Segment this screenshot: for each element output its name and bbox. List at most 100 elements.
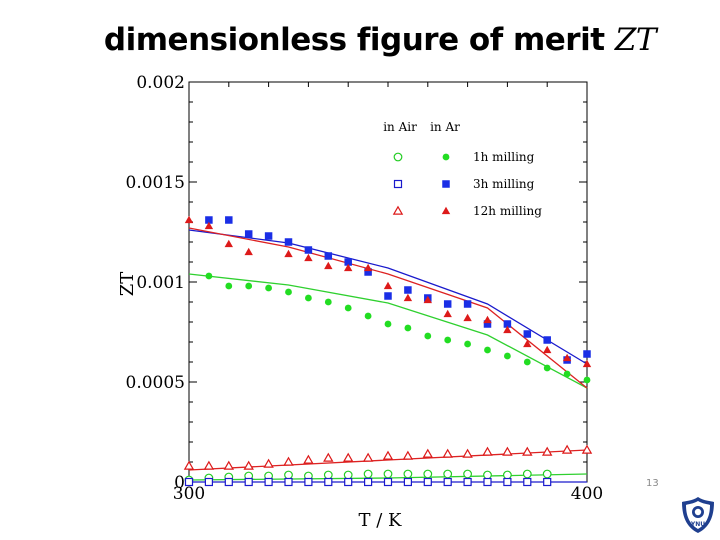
data-point-1h-milling-in-air [343,470,353,480]
data-point-1h-milling-in-air [383,469,393,479]
data-point-12h-milling-in-ar [244,247,253,256]
data-point-1h-milling-in-air [363,469,373,479]
data-point-12h-milling-in-ar [184,215,194,224]
data-point-12h-milling-in-ar [543,345,552,354]
data-point-1h-milling-in-ar [305,294,312,302]
data-point-3h-milling-in-ar [443,300,452,308]
y-axis-title: ZT [117,272,138,297]
data-point-12h-milling-in-ar [423,295,432,304]
data-point-3h-milling-in-air [184,477,194,487]
data-point-3h-milling-in-ar [284,238,293,246]
data-point-3h-milling-in-air [324,477,333,487]
data-point-3h-milling-in-air [364,477,373,487]
data-point-1h-milling-in-ar [245,282,253,290]
data-point-1h-milling-in-air [284,470,293,480]
data-point-3h-milling-in-air [443,477,452,487]
data-point-1h-milling-in-ar [324,298,332,306]
data-point-12h-milling-in-air [303,454,314,464]
legend-marker-ar [442,153,450,161]
data-point-12h-milling-in-air [502,446,513,456]
logo-text: YNU [690,521,705,528]
data-point-3h-milling-in-ar [463,300,472,308]
data-point-3h-milling-in-air [224,477,233,487]
y-tick-label: 0.002 [136,73,185,93]
data-point-3h-milling-in-ar [344,258,352,266]
data-point-12h-milling-in-air [362,452,374,462]
data-point-12h-milling-in-air [243,460,254,470]
data-point-3h-milling-in-air [284,477,293,487]
data-point-3h-milling-in-ar [304,246,313,254]
data-point-3h-milling-in-air [344,477,353,487]
data-point-12h-milling-in-ar [324,261,333,270]
data-point-3h-milling-in-ar [324,252,333,260]
data-point-12h-milling-in-ar [562,353,572,362]
data-point-12h-milling-in-ar [483,315,492,324]
y-tick-label: 0 [174,473,185,493]
x-tick-label: 400 [571,484,603,504]
y-tick-label: 0.0005 [126,373,185,393]
data-point-12h-milling-in-ar [463,313,472,322]
data-point-12h-milling-in-ar [582,359,592,368]
data-point-12h-milling-in-air [183,460,195,470]
data-point-1h-milling-in-ar [265,284,272,292]
data-point-1h-milling-in-air [463,469,473,479]
x-axis-title: T / K [359,510,403,531]
data-point-12h-milling-in-ar [523,339,532,348]
data-point-3h-milling-in-air [304,477,313,487]
legend-label: 12h milling [473,204,542,218]
data-point-12h-milling-in-air [462,448,473,458]
slide-title-text: dimensionless figure of merit [103,22,615,58]
data-point-1h-milling-in-air [403,469,413,479]
data-point-12h-milling-in-air [541,446,553,456]
data-point-1h-milling-in-air [423,469,433,479]
data-point-12h-milling-in-air [283,456,294,466]
data-point-1h-milling-in-air [522,469,532,479]
data-point-3h-milling-in-ar [583,350,591,358]
data-point-3h-milling-in-ar [523,330,532,338]
data-point-1h-milling-in-ar [225,282,233,290]
data-point-1h-milling-in-ar [384,320,392,328]
data-point-3h-milling-in-air [204,477,213,487]
data-point-12h-milling-in-ar [403,293,413,302]
data-point-12h-milling-in-air [342,452,354,462]
data-point-3h-milling-in-air [403,477,412,487]
data-point-1h-milling-in-ar [205,272,213,280]
data-point-1h-milling-in-ar [285,288,292,296]
data-point-1h-milling-in-air [443,469,453,479]
data-point-1h-milling-in-air [503,470,512,480]
data-point-3h-milling-in-ar [543,336,551,344]
data-point-12h-milling-in-ar [284,249,293,258]
data-point-3h-milling-in-ar [364,268,372,276]
legend-label: 3h milling [473,177,535,191]
fit-curve [188,449,588,471]
data-point-12h-milling-in-air [263,458,274,468]
data-point-1h-milling-in-ar [484,346,491,354]
data-point-1h-milling-in-ar [523,358,531,366]
data-point-1h-milling-in-ar [563,370,571,378]
data-point-3h-milling-in-air [503,477,512,487]
legend-label: 1h milling [473,150,535,164]
data-point-1h-milling-in-air [323,470,333,480]
legend-marker-air [393,152,403,162]
data-point-3h-milling-in-ar [384,292,392,300]
page-number: 13 [646,478,659,489]
data-point-12h-milling-in-air [223,460,235,470]
data-point-12h-milling-in-air [402,450,414,460]
legend-marker-ar [442,180,450,188]
data-point-12h-milling-in-air [203,460,215,470]
data-point-12h-milling-in-ar [363,263,373,272]
data-point-3h-milling-in-ar [205,216,213,224]
legend-header-air: in Air [383,120,417,134]
legend-marker-air [393,179,403,189]
data-point-12h-milling-in-air [382,450,394,460]
data-point-12h-milling-in-air [561,444,573,454]
data-point-3h-milling-in-air [383,477,393,487]
data-point-3h-milling-in-air [264,477,273,487]
data-point-3h-milling-in-ar [503,320,512,328]
data-point-1h-milling-in-ar [444,336,452,344]
data-point-1h-milling-in-ar [364,312,372,320]
y-tick-label: 0.0015 [126,173,185,193]
data-point-1h-milling-in-ar [504,352,511,360]
data-point-1h-milling-in-air [542,469,552,479]
data-point-12h-milling-in-air [323,452,334,462]
